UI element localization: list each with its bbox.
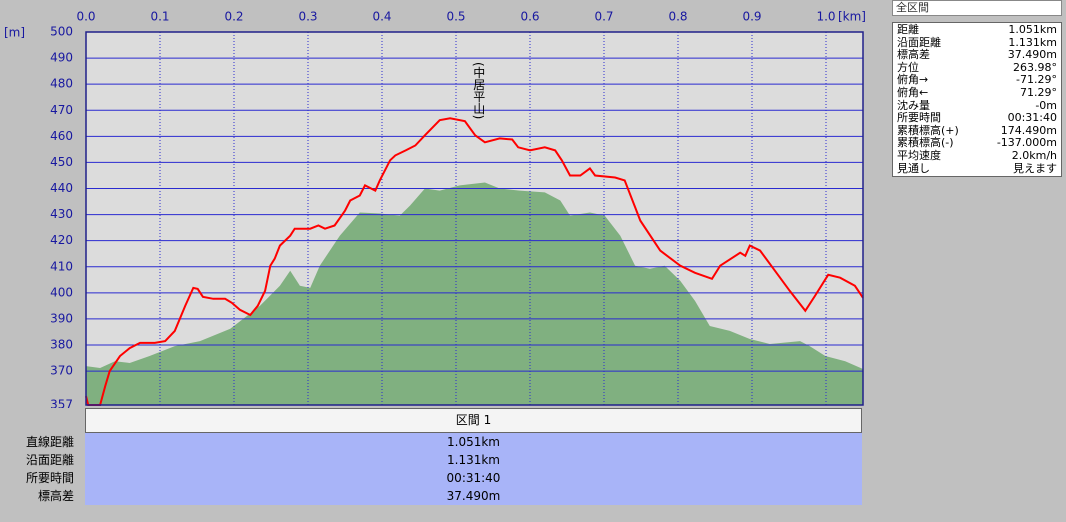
section-label: 直線距離 — [25, 435, 74, 449]
stats-label: 所要時間 — [897, 111, 941, 125]
x-tick-label: 0.2 — [224, 10, 243, 24]
x-tick-label: 0.8 — [668, 10, 687, 24]
stats-row: 俯角→ -71.29° — [893, 74, 1061, 87]
section-value: 1.051km — [85, 433, 862, 451]
y-unit: [m] — [4, 26, 25, 40]
plot — [85, 31, 864, 406]
y-tick-label: 500 — [50, 25, 73, 39]
stats-value: -137.000m — [996, 136, 1057, 150]
stats-label: 平均速度 — [897, 148, 941, 162]
x-tick-label: 0.6 — [520, 10, 539, 24]
chart: [m] [km] 357 370 380 390 400 410 420 430 440 450 4… — [4, 10, 866, 409]
stats-value: 1.051km — [1008, 23, 1057, 36]
y-tick-label: 420 — [50, 233, 73, 247]
stats-row: 距離 1.051km — [893, 23, 1061, 37]
section-label: 沿面距離 — [25, 453, 74, 467]
section-row: 標高差 37.490m — [0, 487, 864, 505]
stats-value: 263.98° — [1013, 60, 1057, 74]
elevation-line — [85, 117, 864, 406]
stats-value: 174.490m — [1000, 123, 1057, 137]
x-tick-label: 0.4 — [372, 10, 391, 24]
stats-row: 見通し 見えます — [893, 161, 1061, 176]
y-tick-label: 370 — [50, 364, 73, 378]
stats-value: 2.0km/h — [1011, 148, 1057, 162]
annotation: (中居平山) — [472, 62, 486, 119]
x-tick-label: 0.0 — [76, 10, 95, 24]
plot-border — [85, 31, 864, 406]
stats-label: 方位 — [897, 60, 919, 74]
y-tick-label: 430 — [50, 207, 73, 221]
section-label: 標高差 — [37, 489, 74, 503]
stats-label: 沈み量 — [897, 98, 930, 112]
stats-row: 方位 263.98° — [893, 60, 1061, 75]
y-tick-label: 490 — [50, 51, 73, 65]
stats-value: 00:31:40 — [1007, 111, 1057, 125]
section-table: 区間 1 直線距離 1.051km 沿面距離 1.131km 所要時間 00:31:40 標… — [0, 408, 864, 505]
stats-label: 累積標高(+) — [897, 123, 959, 137]
x-tick-label: 0.3 — [298, 10, 317, 24]
stats-row: 累積標高(-) -137.000m — [893, 137, 1061, 150]
x-unit: [km] — [838, 10, 866, 24]
stats-value: -0m — [1035, 98, 1057, 112]
stats-label: 俯角→ — [897, 73, 929, 87]
stats-title: 全区間 — [892, 0, 1062, 16]
section-row: 所要時間 00:31:40 — [0, 469, 864, 487]
stats-value: -71.29° — [1016, 73, 1057, 87]
stats-label: 見通し — [897, 161, 930, 175]
stats-row: 累積標高(+) 174.490m — [893, 123, 1061, 138]
x-tick-label: 0.5 — [446, 10, 465, 24]
stats-row: 標高差 37.490m — [893, 49, 1061, 62]
stats-row: 所要時間 00:31:40 — [893, 112, 1061, 125]
stats-value: 37.490m — [1007, 48, 1057, 62]
stats-value: 71.29° — [1020, 85, 1057, 99]
x-tick-label: 0.1 — [150, 10, 169, 24]
terrain-area — [86, 182, 863, 405]
y-tick-label: 380 — [50, 338, 73, 352]
x-tick-label: 1.0 — [816, 10, 835, 24]
stats-label: 距離 — [897, 23, 919, 36]
x-tick-label: 0.9 — [742, 10, 761, 24]
stats-value: 1.131km — [1008, 35, 1057, 49]
stats-row: 俯角← 71.29° — [893, 85, 1061, 100]
section-label: 所要時間 — [25, 471, 74, 485]
stats-row: 沿面距離 1.131km — [893, 35, 1061, 50]
y-tick-label: 390 — [50, 311, 73, 325]
stats-label: 沿面距離 — [897, 35, 941, 49]
stats-label: 標高差 — [897, 48, 930, 62]
stats-label: 累積標高(-) — [897, 136, 954, 150]
section-header: 区間 1 — [85, 408, 862, 433]
y-tick-label: 470 — [50, 103, 73, 117]
y-tick-label: 410 — [50, 259, 73, 273]
stats-value: 見えます — [1013, 161, 1057, 175]
section-row: 直線距離 1.051km — [0, 433, 864, 451]
section-value: 00:31:40 — [85, 469, 862, 487]
section-value: 37.490m — [85, 487, 862, 505]
stats-label: 俯角← — [897, 85, 929, 99]
section-value: 1.131km — [85, 451, 862, 469]
y-tick-label: 480 — [50, 77, 73, 91]
section-body: 直線距離 1.051km 沿面距離 1.131km 所要時間 00:31:40 標高差 37.… — [0, 433, 864, 505]
x-tick-label: 0.7 — [594, 10, 613, 24]
y-tick-label: 357 — [50, 398, 73, 409]
stats-body: 距離 1.051km 沿面距離 1.131km 標高差 37.490m 方位 263.98° 俯… — [892, 22, 1062, 178]
stats-panel: 全区間 距離 1.051km 沿面距離 1.131km 標高差 37.490m 方位 263.… — [892, 0, 1062, 178]
y-tick-label: 460 — [50, 129, 73, 143]
stats-row: 平均速度 2.0km/h — [893, 148, 1061, 163]
y-tick-label: 450 — [50, 155, 73, 169]
y-tick-label: 440 — [50, 181, 73, 195]
y-tick-label: 400 — [50, 285, 73, 299]
stats-row: 沈み量 -0m — [893, 98, 1061, 113]
section-row: 沿面距離 1.131km — [0, 451, 864, 469]
